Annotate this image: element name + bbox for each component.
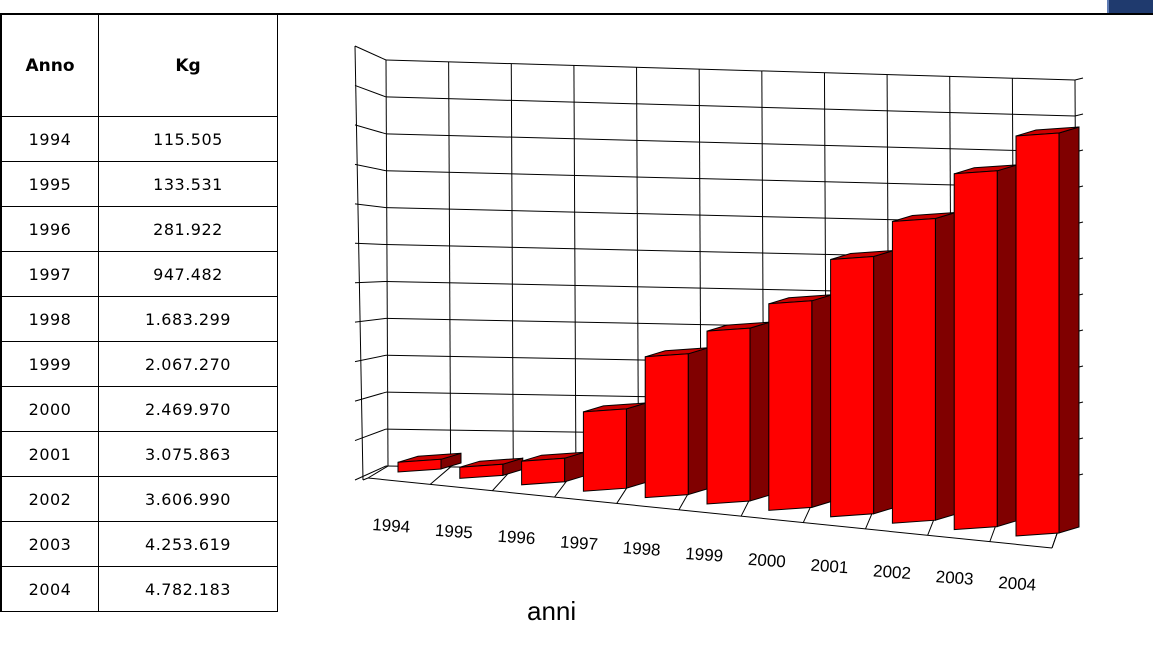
bar-1999 <box>706 327 751 505</box>
cell-year: 1995 <box>0 161 99 207</box>
x-tick-label: 2001 <box>810 556 849 578</box>
cell-year: 1997 <box>0 251 99 297</box>
cell-kg: 2.469.970 <box>98 386 278 432</box>
grid-line <box>354 84 387 98</box>
bar-2004 <box>1015 132 1060 537</box>
data-table: Anno Kg 1994 115.505 1995 133.531 1996 281.… <box>0 14 278 612</box>
cell-year: 2002 <box>0 476 99 522</box>
grid-line <box>510 63 514 468</box>
bar-2001 <box>830 255 875 518</box>
x-axis-title: anni <box>527 596 576 626</box>
cell-year: 1999 <box>0 341 99 387</box>
x-tick-label: 1996 <box>497 527 536 549</box>
x-tick-label: 2003 <box>935 567 974 589</box>
cell-year: 2001 <box>0 431 99 477</box>
table-header-row: Anno Kg <box>0 14 278 117</box>
cell-year: 2004 <box>0 566 99 612</box>
grid-line <box>354 428 387 442</box>
floor-grid-line <box>367 465 389 479</box>
table-row: 2001 3.075.863 <box>0 431 278 477</box>
grid-line <box>354 354 387 363</box>
bar-side <box>934 211 956 521</box>
x-tick-label: 1999 <box>685 544 724 566</box>
grid-line <box>573 65 577 469</box>
bar-side <box>1058 126 1080 534</box>
grid-line <box>448 61 452 467</box>
grid-line <box>636 67 640 470</box>
x-tick-label: 1997 <box>560 532 599 554</box>
floor-edge <box>362 477 369 481</box>
grid-line <box>354 163 387 172</box>
grid-line <box>354 203 387 209</box>
floor-edge <box>367 477 1053 549</box>
bar-2000 <box>768 300 813 511</box>
table-row: 1996 281.922 <box>0 206 278 252</box>
bar-1997 <box>582 408 627 492</box>
bar-side <box>996 164 1018 528</box>
grid-line <box>385 96 1076 117</box>
grid-line <box>385 133 1076 153</box>
grid-line <box>354 124 387 135</box>
cell-kg: 3.075.863 <box>98 431 278 477</box>
header-kg: Kg <box>98 14 278 117</box>
grid-line <box>354 391 387 402</box>
x-tick-label: 2002 <box>873 561 912 583</box>
table-row: 1999 2.067.270 <box>0 341 278 387</box>
cell-kg: 115.505 <box>98 116 278 162</box>
axis-line <box>354 45 364 481</box>
cell-year: 1994 <box>0 116 99 162</box>
cell-kg: 281.922 <box>98 206 278 252</box>
grid-line <box>354 242 387 246</box>
grid-tick <box>1074 77 1084 81</box>
x-tick-label: 2004 <box>998 573 1037 595</box>
bar-side <box>749 321 771 502</box>
table-row: 2002 3.606.990 <box>0 476 278 522</box>
cell-kg: 4.253.619 <box>98 521 278 567</box>
table-row: 2004 4.782.183 <box>0 566 278 612</box>
bar-side <box>811 294 833 509</box>
x-tick-label: 1998 <box>622 538 661 560</box>
bar-2002 <box>891 217 936 524</box>
grid-line <box>354 280 387 284</box>
x-tick-label: 2000 <box>747 550 786 572</box>
bar-2003 <box>953 170 998 531</box>
header-anno: Anno <box>0 14 99 117</box>
cell-kg: 3.606.990 <box>98 476 278 522</box>
bar-side <box>873 249 895 515</box>
bar-side <box>625 402 647 489</box>
bar-1995 <box>459 463 504 479</box>
table-row: 1994 115.505 <box>0 116 278 162</box>
grid-line <box>354 45 387 61</box>
cell-kg: 947.482 <box>98 251 278 297</box>
grid-tick <box>1074 113 1084 117</box>
x-tick-label: 1995 <box>434 521 473 543</box>
grid-line <box>354 465 387 481</box>
floor-grid-line <box>429 466 451 485</box>
table-row: 1998 1.683.299 <box>0 296 278 342</box>
cell-kg: 4.782.183 <box>98 566 278 612</box>
cell-kg: 1.683.299 <box>98 296 278 342</box>
grid-line <box>385 59 389 467</box>
cell-kg: 2.067.270 <box>98 341 278 387</box>
grid-line <box>385 59 1076 81</box>
bar-1996 <box>521 457 566 486</box>
cell-year: 1998 <box>0 296 99 342</box>
table-row: 1997 947.482 <box>0 251 278 297</box>
cell-year: 1996 <box>0 206 99 252</box>
top-rule <box>0 13 1153 15</box>
x-tick-label: 1994 <box>372 515 411 537</box>
bar-1998 <box>644 353 689 499</box>
bar-side <box>687 347 709 496</box>
bar-1994 <box>397 458 442 473</box>
corner-badge <box>1107 0 1153 14</box>
